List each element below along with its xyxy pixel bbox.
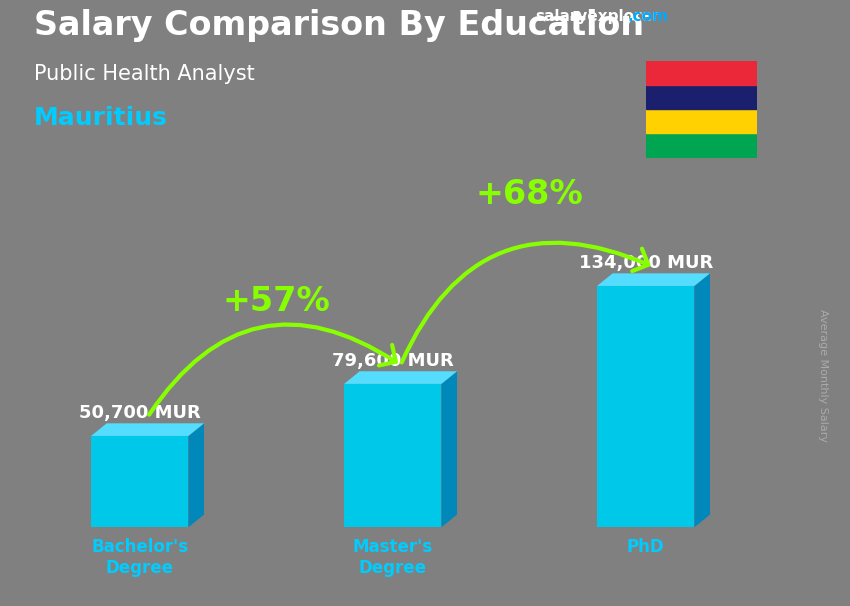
Polygon shape (189, 424, 204, 527)
Polygon shape (91, 424, 204, 436)
Polygon shape (441, 371, 457, 527)
Text: +57%: +57% (222, 285, 330, 319)
Text: 134,000 MUR: 134,000 MUR (579, 254, 713, 271)
Text: Public Health Analyst: Public Health Analyst (34, 64, 255, 84)
Text: Salary Comparison By Education: Salary Comparison By Education (34, 9, 644, 42)
Polygon shape (597, 286, 694, 527)
Text: .com: .com (627, 9, 668, 24)
Bar (646, 133, 756, 158)
Polygon shape (91, 436, 189, 527)
Polygon shape (344, 371, 457, 384)
Polygon shape (694, 273, 710, 527)
Bar (646, 109, 756, 133)
Bar (646, 61, 756, 85)
Polygon shape (597, 273, 710, 286)
Bar (646, 85, 756, 109)
Text: Mauritius: Mauritius (34, 106, 167, 130)
Polygon shape (344, 384, 441, 527)
Text: 50,700 MUR: 50,700 MUR (79, 404, 201, 422)
Text: +68%: +68% (475, 178, 583, 211)
Text: salaryexplorer: salaryexplorer (536, 9, 660, 24)
Text: 79,600 MUR: 79,600 MUR (332, 351, 454, 370)
Text: Average Monthly Salary: Average Monthly Salary (818, 309, 828, 442)
